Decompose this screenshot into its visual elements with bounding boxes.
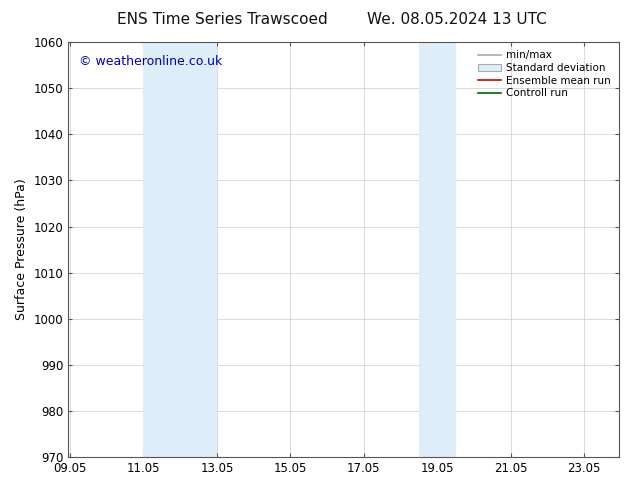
Bar (143, 42, 217, 457)
Text: ENS Time Series Trawscoed: ENS Time Series Trawscoed (117, 12, 327, 27)
Text: © weatheronline.co.uk: © weatheronline.co.uk (79, 54, 223, 68)
Text: We. 08.05.2024 13 UTC: We. 08.05.2024 13 UTC (366, 12, 547, 27)
Legend: min/max, Standard deviation, Ensemble mean run, Controll run: min/max, Standard deviation, Ensemble me… (475, 47, 614, 101)
Y-axis label: Surface Pressure (hPa): Surface Pressure (hPa) (15, 179, 28, 320)
Bar (419, 42, 456, 457)
